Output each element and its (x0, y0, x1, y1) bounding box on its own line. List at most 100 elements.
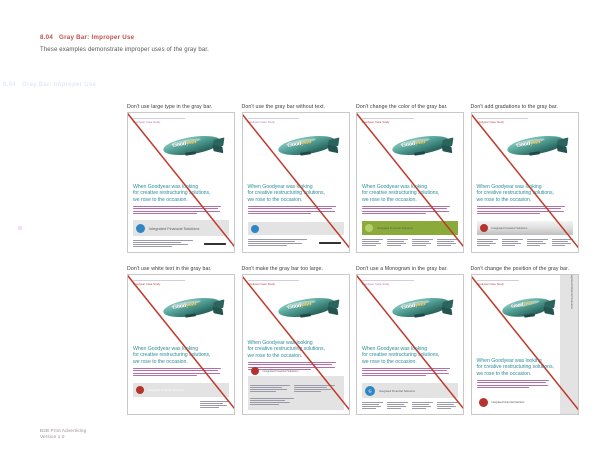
ad-kicker: Goodyear Case Study (476, 283, 504, 286)
example-caption: Don't change the position of the gray ba… (470, 266, 570, 272)
gray-bar-monogram: G Integrated Financial Solutions (362, 383, 458, 398)
ad-mockup: Goodyear Case Study Goodyear When Goodye… (470, 274, 579, 415)
ad-mockup: Goodyear Case Study Goodyear When Goodye… (470, 112, 579, 253)
example-large-type: Don't use large type in the gray bar. Go… (127, 103, 235, 253)
ad-body-copy (247, 206, 336, 216)
examples-row: Don't use white text in the gray bar. Go… (127, 265, 587, 415)
blimp-image: Goodyear (276, 294, 340, 321)
gray-bar-white-text: Integrated Financial Solutions (133, 383, 229, 397)
example-caption: Don't use white text in the gray bar. (127, 266, 212, 272)
page-artifact (18, 226, 22, 230)
example-caption: Don't change the color of the gray bar. (356, 104, 448, 110)
ad-body-copy (133, 368, 222, 378)
monogram-logo: G (365, 386, 375, 396)
example-position: Don't change the position of the gray ba… (470, 265, 579, 415)
signature-mark (318, 242, 341, 244)
page-header: 8.04 Gray Bar: Improper Use These example… (40, 33, 460, 54)
gray-bar-empty (247, 222, 344, 235)
bar-text: Integrated Financial Solutions (491, 227, 528, 230)
ad-kicker: Goodyear Case Study (362, 283, 390, 286)
ad-mockup: Goodyear Case Study Goodyear When Goodye… (356, 112, 464, 253)
bar-text: Integrated Financial Solutions (148, 389, 184, 392)
blimp-image: Goodyear (162, 132, 225, 159)
ad-kicker: Goodyear Case Study (247, 121, 275, 124)
legal-text (247, 239, 308, 247)
ad-kicker: Goodyear Case Study (133, 121, 161, 124)
top-rule (476, 118, 529, 119)
blimp-image: Goodyear (505, 132, 569, 159)
example-white-text: Don't use white text in the gray bar. Go… (127, 265, 235, 415)
bar-logo (365, 224, 373, 232)
ad-headline: When Goodyear was looking for creative r… (247, 184, 325, 203)
ad-mockup: Goodyear Case Study Goodyear When Goodye… (127, 112, 235, 253)
ad-kicker: Goodyear Case Study (476, 121, 504, 124)
top-rule (247, 280, 300, 281)
page-title: 8.04 Gray Bar: Improper Use (40, 33, 460, 42)
footer-doc-title: B2B Print Advertising (40, 428, 87, 433)
ad-body-copy (476, 380, 550, 390)
example-without-text: Don't use the gray bar without text. Goo… (241, 103, 350, 253)
top-rule (247, 118, 300, 119)
ad-headline: When Goodyear was looking for creative r… (133, 184, 211, 203)
bar-logo (250, 367, 259, 375)
ad-headline: When Goodyear was looking for creative r… (133, 346, 211, 365)
ad-body-copy (476, 206, 565, 216)
ad-headline: When Goodyear was looking for creative r… (247, 340, 325, 359)
example-gradations: Don't add gradations to the gray bar. Go… (470, 103, 579, 253)
bar-logo (479, 224, 488, 232)
ad-mockup: Goodyear Case Study Goodyear When Goodye… (241, 274, 350, 415)
ad-headline: When Goodyear was looking for creative r… (476, 358, 554, 377)
ad-mockup: Goodyear Case Study Goodyear When Goodye… (356, 274, 464, 415)
ad-mockup: Goodyear Case Study Goodyear When Goodye… (127, 274, 235, 415)
bar-text: Integrated Financial Solutions (149, 226, 200, 231)
bar-logo (136, 223, 145, 233)
blimp-image: Goodyear (162, 294, 225, 321)
legal-text (133, 240, 193, 248)
bar-logo (478, 398, 488, 407)
gray-bar-oversized: Integrated Financial Solutions (247, 367, 344, 410)
legal-text (133, 401, 229, 409)
ad-kicker: Goodyear Case Study (133, 283, 161, 286)
legal-text (249, 398, 294, 406)
blimp-image: Goodyear (500, 295, 556, 321)
example-caption: Don't make the gray bar too large. (241, 266, 324, 272)
legal-text (249, 385, 338, 393)
example-too-large: Don't make the gray bar too large. Goody… (241, 265, 350, 415)
section-number: 8.04 (40, 34, 54, 41)
top-rule (476, 280, 520, 281)
bar-logo (250, 224, 259, 233)
blimp-image: Goodyear (391, 132, 454, 159)
ad-mockup: Goodyear Case Study Goodyear When Goodye… (241, 112, 350, 253)
top-rule (133, 280, 185, 281)
bar-text-vertical: Integrated Financial Solutions (570, 274, 574, 309)
example-monogram: Don't use a Monogram in the gray bar. Go… (356, 265, 464, 415)
bar-text: Integrated Financial Solutions (377, 227, 413, 230)
ad-kicker: Goodyear Case Study (247, 283, 275, 286)
blimp-image: Goodyear (276, 132, 340, 159)
ad-body-copy (362, 368, 451, 378)
ad-headline: When Goodyear was looking for creative r… (476, 184, 554, 203)
legal-text (476, 239, 573, 247)
ad-kicker: Goodyear Case Study (362, 121, 390, 124)
example-caption: Don't add gradations to the gray bar. (470, 104, 558, 110)
blimp-image: Goodyear (391, 294, 454, 321)
page-footer: B2B Print Advertising Version 1.0 (40, 428, 86, 441)
examples-row: Don't use large type in the gray bar. Go… (127, 103, 587, 253)
gray-bar-gradient: Integrated Financial Solutions (476, 221, 573, 235)
ad-body-copy (362, 206, 451, 216)
bar-logo (136, 386, 144, 394)
footer-version: Version 1.0 (40, 434, 65, 440)
bar-text: Integrated Financial Solutions (491, 401, 525, 404)
top-rule (133, 118, 185, 119)
signature-mark (204, 243, 226, 245)
bar-text: Integrated Financial Solutions (262, 370, 299, 373)
section-title: Gray Bar: Improper Use (59, 34, 135, 41)
examples-grid: Don't use large type in the gray bar. Go… (127, 103, 587, 415)
page-subtitle: These examples demonstrate improper uses… (40, 47, 209, 53)
gray-bar-vertical: Integrated Financial Solutions (559, 274, 578, 414)
ad-body-copy (133, 206, 222, 216)
legal-text (362, 402, 458, 410)
legal-text (362, 239, 458, 247)
bar-text: Integrated Financial Solutions (379, 389, 415, 393)
